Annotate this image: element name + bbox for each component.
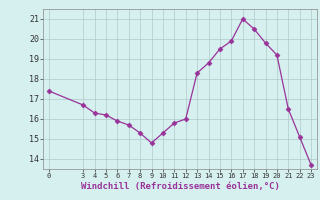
X-axis label: Windchill (Refroidissement éolien,°C): Windchill (Refroidissement éolien,°C) — [81, 182, 279, 191]
